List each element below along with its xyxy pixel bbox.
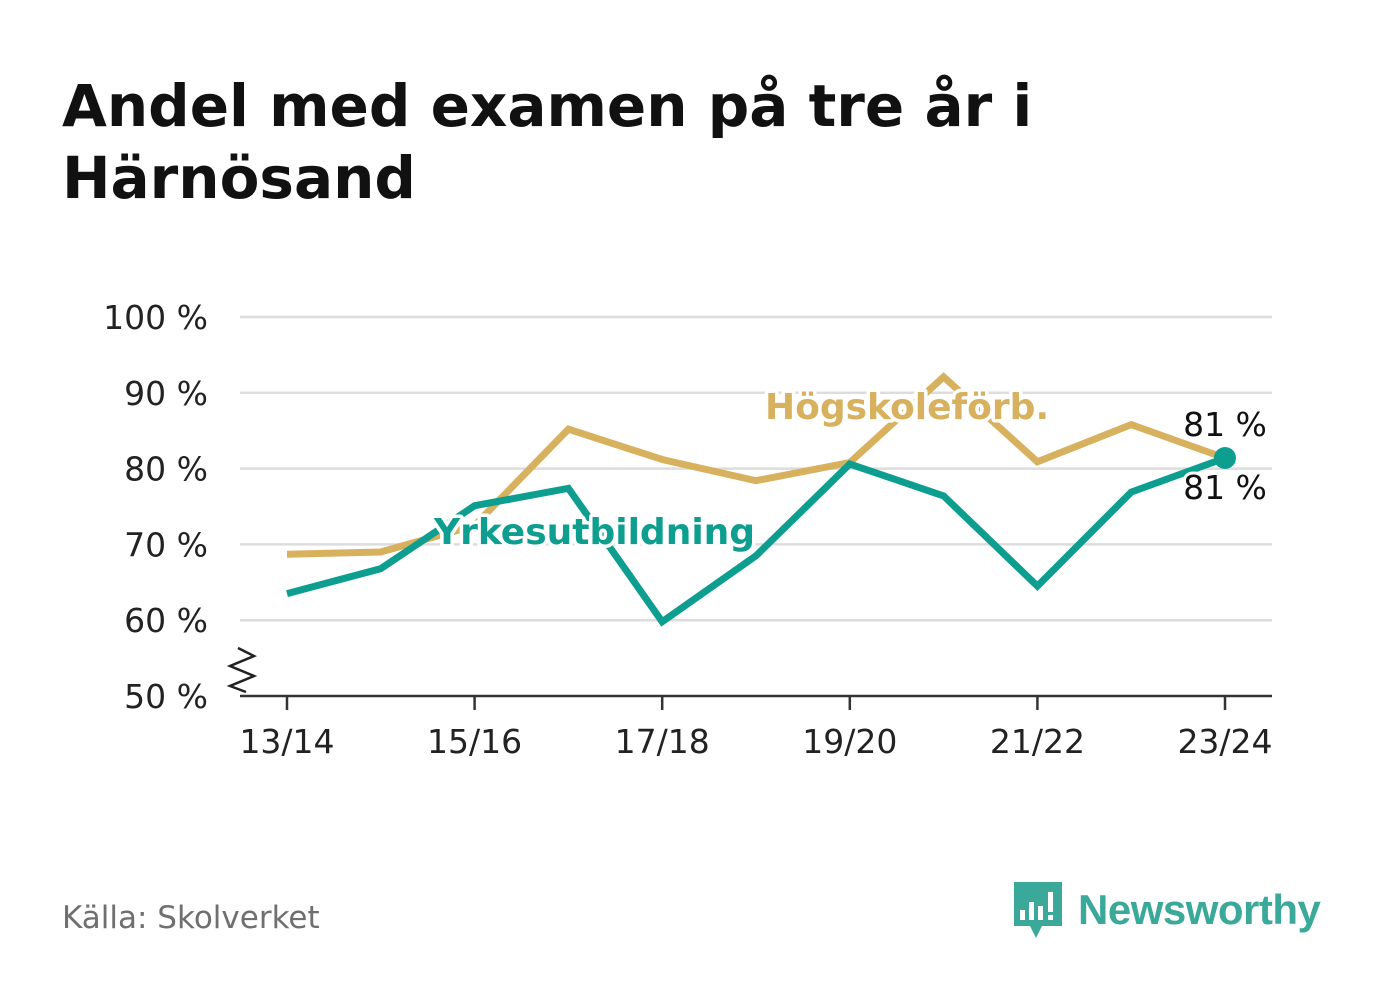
series-line-1 [286, 454, 1227, 627]
y-tick-label: 70 % [124, 525, 208, 564]
x-tick-label: 19/20 [802, 722, 897, 761]
newsworthy-logo-icon [1014, 882, 1062, 938]
x-tick-label: 23/24 [1177, 722, 1272, 761]
grid-lines [240, 315, 1272, 622]
axis-break-symbol [226, 646, 258, 694]
x-tick-label: 15/16 [427, 722, 522, 761]
source-note: Källa: Skolverket [62, 900, 320, 936]
series-label-yrkesutbildning: Yrkesutbildning [433, 512, 755, 553]
y-tick-label: 50 % [124, 677, 208, 716]
chart-title: Andel med examen på tre år i Härnösand [62, 72, 1033, 212]
series-label-hogskoleforb: Högskoleförb. [765, 387, 1049, 428]
y-tick-label: 60 % [124, 601, 208, 640]
x-tick-label: 17/18 [615, 722, 710, 761]
series-line-0 [286, 372, 1227, 558]
end-value-label-top: 81 % [1183, 405, 1267, 444]
end-point-marker [1214, 446, 1236, 469]
series-lines [286, 372, 1236, 627]
brand-name: Newsworthy [1078, 886, 1321, 933]
brand-logo[interactable]: Newsworthy [1012, 880, 1321, 940]
y-tick-label: 80 % [124, 450, 208, 489]
x-tick-label: 21/22 [990, 722, 1085, 761]
series-labels: Högskoleförb. Yrkesutbildning 81 % 81 % [430, 384, 1270, 557]
x-tick-label: 13/14 [239, 722, 334, 761]
y-tick-label: 90 % [124, 374, 208, 413]
axes: 50 % 60 % 70 % 80 % 90 % 100 % 13/14 15/16 17/18… [103, 298, 1272, 761]
y-tick-label: 100 % [103, 298, 208, 337]
end-value-label-bottom: 81 % [1183, 468, 1267, 507]
